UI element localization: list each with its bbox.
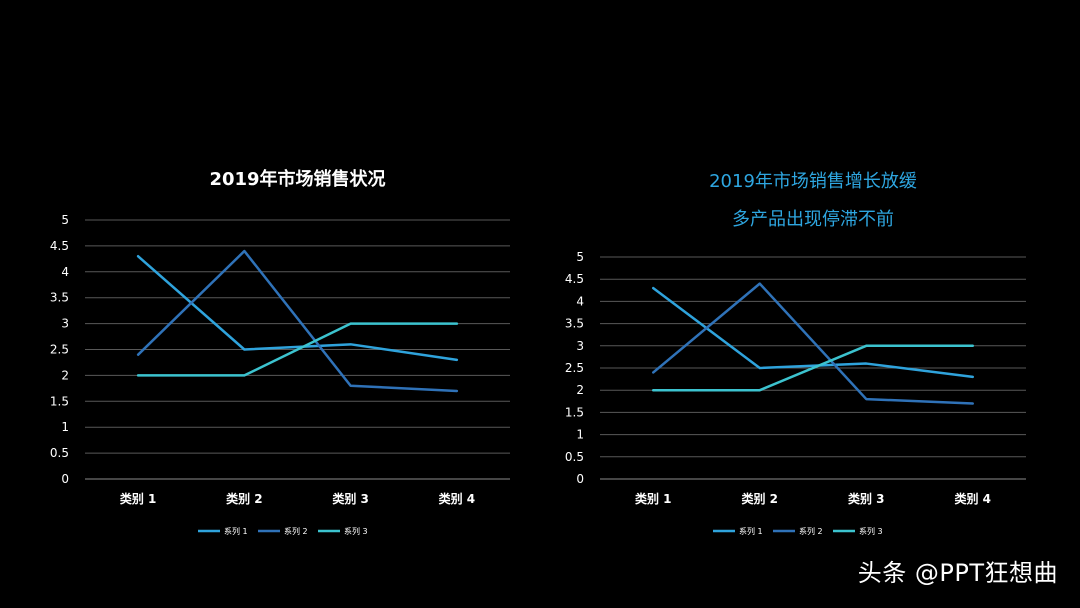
- y-tick-label: 1.5: [565, 405, 584, 419]
- y-tick-label: 3.5: [565, 317, 584, 331]
- series-line-2: [136, 249, 459, 393]
- y-tick-label: 1: [61, 420, 69, 434]
- y-tick-label: 2: [576, 383, 584, 397]
- x-tick-label: 类别 4: [954, 491, 991, 506]
- y-tick-label: 4.5: [50, 239, 69, 253]
- y-tick-label: 0: [576, 472, 584, 486]
- y-tick-label: 5: [576, 250, 584, 264]
- y-tick-label: 2.5: [565, 361, 584, 375]
- y-tick-label: 1.5: [50, 394, 69, 408]
- x-tick-label: 类别 2: [226, 491, 263, 506]
- x-tick-label: 类别 4: [439, 491, 476, 506]
- watermark: 头条 @PPT狂想曲: [857, 559, 1058, 587]
- x-tick-label: 类别 1: [635, 491, 672, 506]
- y-tick-label: 0: [61, 472, 69, 486]
- y-tick-label: 4: [61, 265, 69, 279]
- y-tick-label: 4.5: [565, 272, 584, 286]
- chart-title: 2019年市场销售增长放缓: [709, 171, 917, 192]
- y-tick-label: 3: [576, 339, 584, 353]
- y-tick-label: 4: [576, 294, 584, 308]
- chart-left-sales-status: 2019年市场销售状况 0 0.5 1 1.5 2 2.5 3 3.5 4 4.5 5 类别 1 类别 2…: [50, 168, 510, 536]
- y-tick-label: 1: [576, 428, 584, 442]
- series-line-2: [652, 282, 974, 405]
- legend-label-2: 系列 2: [284, 526, 308, 536]
- y-tick-label: 3: [61, 317, 69, 331]
- legend-label-3: 系列 3: [859, 526, 883, 536]
- y-tick-label: 2: [61, 368, 69, 382]
- x-tick-label: 类别 2: [741, 491, 778, 506]
- legend-label-3: 系列 3: [344, 526, 368, 536]
- series-line-3: [652, 344, 974, 392]
- y-tick-label: 5: [61, 213, 69, 227]
- y-tick-label: 3.5: [50, 291, 69, 305]
- legend-label-2: 系列 2: [799, 526, 823, 536]
- y-tick-label: 0.5: [565, 450, 584, 464]
- y-tick-label: 0.5: [50, 446, 69, 460]
- x-tick-label: 类别 3: [332, 491, 369, 506]
- y-tick-label: 2.5: [50, 343, 69, 357]
- x-tick-label: 类别 3: [848, 491, 885, 506]
- legend-label-1: 系列 1: [739, 526, 763, 536]
- chart-subtitle: 多产品出现停滞不前: [732, 209, 894, 230]
- x-tick-label: 类别 1: [120, 491, 157, 506]
- chart-title: 2019年市场销售状况: [209, 168, 385, 190]
- legend-label-1: 系列 1: [224, 526, 248, 536]
- series-line-3: [136, 322, 459, 377]
